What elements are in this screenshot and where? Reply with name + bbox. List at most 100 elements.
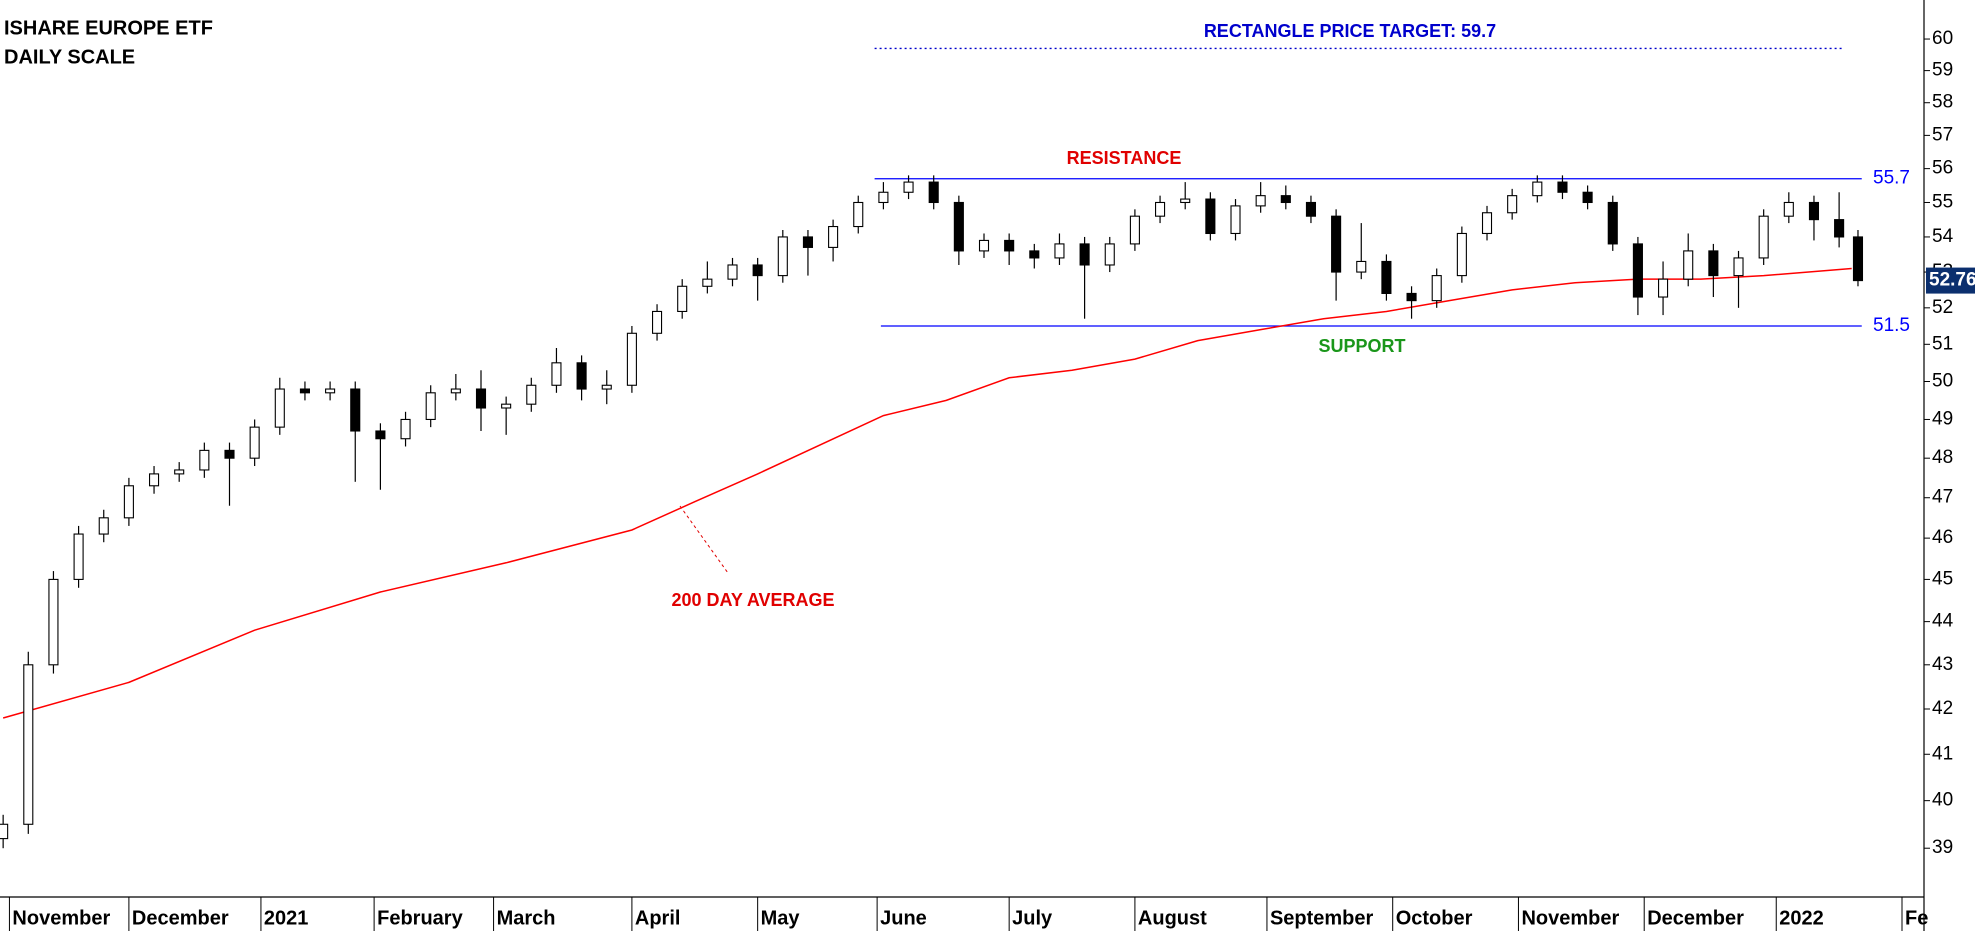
candle-body xyxy=(249,426,260,459)
candle-body xyxy=(1532,181,1543,197)
candle-body xyxy=(199,449,210,471)
candle-body xyxy=(1481,212,1493,235)
candle-body xyxy=(450,388,461,394)
candle-body xyxy=(98,517,109,535)
candle-body xyxy=(626,332,637,386)
candle-body xyxy=(1155,201,1166,217)
candle-body xyxy=(1381,260,1392,294)
candle-body xyxy=(48,578,59,666)
candle-body xyxy=(752,264,763,277)
candle-body xyxy=(576,362,587,390)
candle-body xyxy=(526,384,537,405)
resistance-value: 55.7 xyxy=(1873,168,1910,189)
candle-body xyxy=(73,533,84,580)
candle-body xyxy=(1632,243,1643,298)
last-price-label: 52.76 xyxy=(1929,270,1975,291)
candle-body xyxy=(174,469,185,475)
x-tick-label: September xyxy=(1270,907,1374,929)
x-tick-label: Fe xyxy=(1905,907,1928,929)
y-tick-label: 56 xyxy=(1932,158,1953,179)
y-tick-label: 45 xyxy=(1932,568,1953,589)
candle-body xyxy=(123,485,134,519)
candle-body xyxy=(1054,243,1065,259)
candle-body xyxy=(1708,250,1719,277)
ma-label: 200 DAY AVERAGE xyxy=(671,590,834,610)
y-tick-label: 55 xyxy=(1932,191,1953,212)
x-tick-label: November xyxy=(12,907,110,929)
candle-body xyxy=(828,225,839,248)
candle-body xyxy=(1431,275,1442,302)
y-tick-label: 58 xyxy=(1932,92,1953,113)
candle-body xyxy=(551,362,562,386)
candle-body xyxy=(299,388,310,394)
y-tick-label: 54 xyxy=(1932,226,1954,247)
last-price-box xyxy=(1926,267,1975,294)
support-label: SUPPORT xyxy=(1318,336,1405,356)
candle-body xyxy=(475,388,487,409)
candle-body xyxy=(1331,215,1342,273)
x-tick-label: 2021 xyxy=(264,907,309,929)
y-tick-label: 42 xyxy=(1932,698,1953,719)
x-tick-label: April xyxy=(635,907,681,929)
candle-body xyxy=(1808,201,1820,221)
candle-body xyxy=(350,388,361,432)
x-tick-label: August xyxy=(1138,907,1207,929)
candle-body xyxy=(148,473,160,487)
candle-body xyxy=(702,278,713,287)
x-tick-label: 2022 xyxy=(1779,907,1824,929)
candle-body xyxy=(1205,198,1216,235)
chart-subtitle: DAILY SCALE xyxy=(4,46,135,68)
candle-body xyxy=(1029,250,1040,259)
candle-body xyxy=(1280,195,1291,204)
candle-body xyxy=(501,403,512,409)
y-tick-label: 44 xyxy=(1932,611,1954,632)
candle-body xyxy=(1582,191,1593,204)
candle-body xyxy=(978,239,990,252)
y-tick-label: 47 xyxy=(1932,487,1953,508)
candle-body xyxy=(878,191,889,204)
support-value: 51.5 xyxy=(1873,315,1910,336)
candle-body xyxy=(224,449,235,459)
candle-body xyxy=(1180,198,1191,204)
candle-body xyxy=(1852,236,1864,282)
candle-body xyxy=(1356,260,1367,273)
y-tick-label: 59 xyxy=(1932,60,1953,81)
x-tick-label: May xyxy=(761,907,801,929)
candle-body xyxy=(1658,278,1669,298)
candle-body xyxy=(375,430,386,440)
candle-body xyxy=(1783,201,1794,217)
x-tick-label: October xyxy=(1396,907,1473,929)
y-tick-label: 40 xyxy=(1932,790,1953,811)
candle-body xyxy=(1004,239,1015,252)
x-tick-label: July xyxy=(1012,907,1053,929)
y-tick-label: 39 xyxy=(1932,837,1953,858)
candle-body xyxy=(425,392,436,421)
candle-body xyxy=(325,388,336,394)
candle-body xyxy=(601,384,612,390)
candle-body xyxy=(677,285,688,312)
y-tick-label: 48 xyxy=(1932,447,1953,468)
candle-body xyxy=(953,201,964,252)
candle-body xyxy=(274,388,285,428)
y-tick-label: 52 xyxy=(1932,297,1953,318)
y-tick-label: 51 xyxy=(1932,333,1953,354)
y-tick-label: 57 xyxy=(1932,124,1953,145)
x-tick-label: February xyxy=(377,907,463,929)
x-tick-label: December xyxy=(132,907,229,929)
resistance-label: RESISTANCE xyxy=(1067,148,1182,168)
candle-body xyxy=(1305,201,1317,217)
candle-body xyxy=(727,264,738,280)
candle-body xyxy=(652,310,663,334)
y-tick-label: 43 xyxy=(1932,654,1953,675)
candle-body xyxy=(928,181,939,204)
y-tick-label: 49 xyxy=(1932,408,1953,429)
y-tick-label: 46 xyxy=(1932,527,1953,548)
candle-body xyxy=(1758,215,1769,259)
candle-body xyxy=(1104,243,1115,266)
x-tick-label: March xyxy=(497,907,556,929)
candle-body xyxy=(903,181,914,193)
candle-body xyxy=(1557,181,1568,193)
candle-body xyxy=(1834,219,1845,238)
